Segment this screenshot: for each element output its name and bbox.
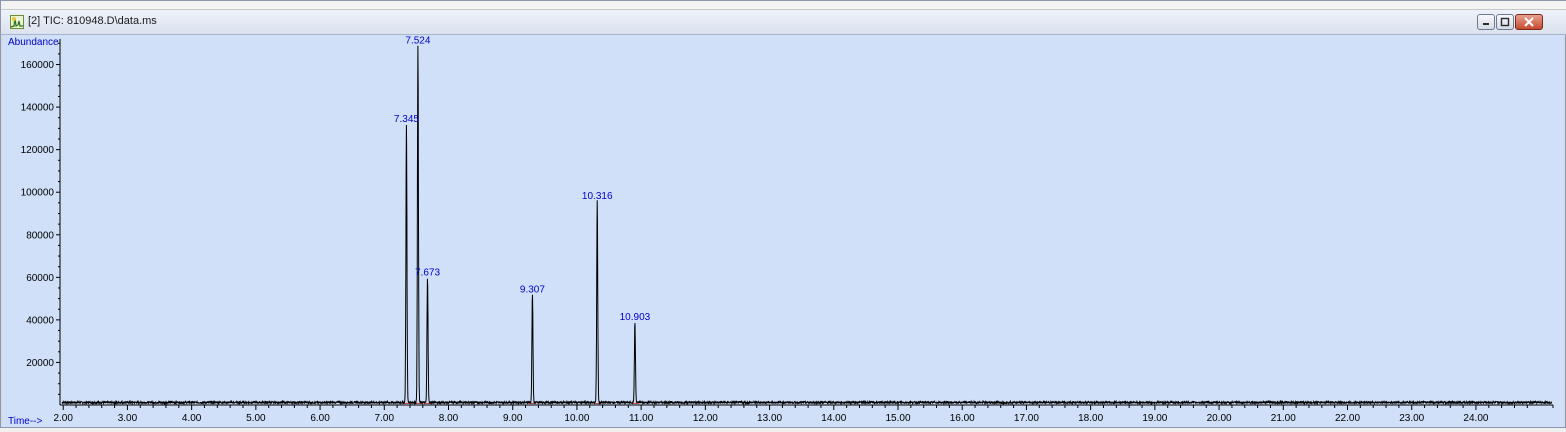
peak-label: 9.307 xyxy=(520,284,545,295)
x-tick-label: 12.00 xyxy=(693,413,718,424)
top-strip xyxy=(1,1,1566,10)
close-button[interactable] xyxy=(1515,14,1543,30)
x-tick-label: 15.00 xyxy=(885,413,910,424)
x-tick-label: 16.00 xyxy=(950,413,975,424)
close-icon xyxy=(1524,17,1534,27)
title-bar[interactable]: [2] TIC: 810948.D\data.ms xyxy=(1,10,1566,35)
peak-label: 10.903 xyxy=(620,312,651,323)
x-tick-label: 22.00 xyxy=(1335,413,1360,424)
x-tick-label: 10.00 xyxy=(564,413,589,424)
x-axis-label: Time--> xyxy=(8,416,43,427)
peak-label: 7.673 xyxy=(415,267,440,278)
y-tick-label: 80000 xyxy=(26,230,54,241)
x-tick-label: 18.00 xyxy=(1078,413,1103,424)
chromatogram-icon xyxy=(10,15,24,29)
peak-label: 7.345 xyxy=(394,114,419,125)
x-tick-label: 14.00 xyxy=(821,413,846,424)
y-tick-label: 60000 xyxy=(26,273,54,284)
tic-trace xyxy=(61,45,1552,406)
x-tick-label: 17.00 xyxy=(1014,413,1039,424)
y-tick-label: 140000 xyxy=(21,103,55,114)
maximize-button[interactable] xyxy=(1496,14,1514,30)
x-tick-label: 19.00 xyxy=(1142,413,1167,424)
x-tick-label: 8.00 xyxy=(439,413,459,424)
chart-ticks: 20000 40000 60000 80000 100000 120000 140000 16… xyxy=(21,42,1554,424)
x-tick-label: 13.00 xyxy=(757,413,782,424)
peak-labels: 7.345 7.524 7.673 9.307 10.316 10.903 xyxy=(394,36,651,324)
peak-label: 10.316 xyxy=(582,191,613,202)
tic-chromatogram[interactable]: 20000 40000 60000 80000 100000 120000 140000 16… xyxy=(3,35,1563,427)
minimize-icon xyxy=(1483,23,1489,25)
x-tick-label: 20.00 xyxy=(1207,413,1232,424)
y-tick-label: 40000 xyxy=(26,315,54,326)
x-tick-label: 6.00 xyxy=(310,413,330,424)
x-tick-label: 5.00 xyxy=(246,413,266,424)
chart-axes xyxy=(59,39,1553,406)
window-title: [2] TIC: 810948.D\data.ms xyxy=(28,15,157,27)
x-tick-label: 23.00 xyxy=(1399,413,1424,424)
x-tick-label: 11.00 xyxy=(629,413,654,424)
y-tick-label: 120000 xyxy=(21,145,55,156)
peak-label: 7.524 xyxy=(405,36,430,47)
x-tick-label: 2.00 xyxy=(53,413,73,424)
y-axis-label: Abundance xyxy=(8,37,59,48)
minimize-button[interactable] xyxy=(1477,14,1495,30)
y-tick-label: 160000 xyxy=(21,60,55,71)
x-tick-label: 3.00 xyxy=(118,413,138,424)
y-tick-label: 20000 xyxy=(26,358,54,369)
x-tick-label: 4.00 xyxy=(182,413,202,424)
y-tick-label: 100000 xyxy=(21,188,55,199)
x-tick-label: 7.00 xyxy=(375,413,395,424)
x-tick-label: 24.00 xyxy=(1463,413,1488,424)
maximize-icon xyxy=(1500,17,1510,27)
chromatogram-plot-area[interactable]: 20000 40000 60000 80000 100000 120000 140000 16… xyxy=(3,35,1563,427)
x-tick-label: 9.00 xyxy=(503,413,523,424)
x-tick-label: 21.00 xyxy=(1271,413,1296,424)
